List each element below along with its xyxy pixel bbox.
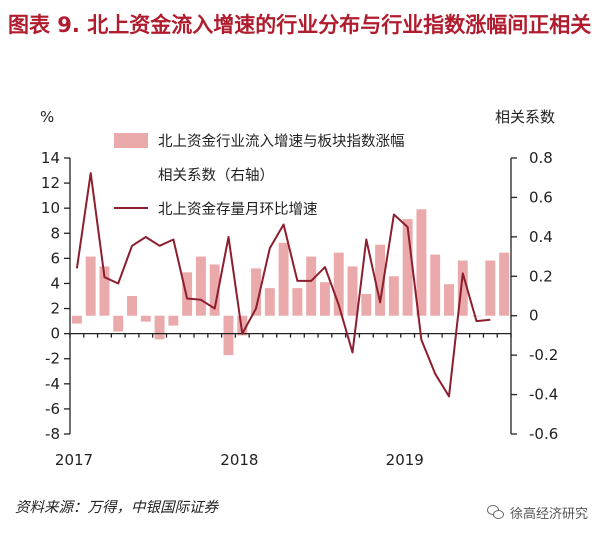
- bar: [127, 296, 137, 316]
- bar: [457, 260, 468, 316]
- bar: [99, 266, 110, 316]
- left-tick-label: -6: [45, 400, 60, 418]
- right-tick-label: -0.2: [529, 346, 558, 364]
- left-tick-label: 6: [50, 249, 60, 267]
- bar: [223, 315, 234, 356]
- bar: [140, 315, 151, 322]
- legend-bar-label-2: 相关系数（右轴）: [158, 167, 274, 184]
- bar: [485, 260, 496, 316]
- tick-labels-group: 14 12 10 8 6 4 2 0 -2 -4 -6 -8 0.8 0.6 0.4 0.2 0 -0.2 -0.4…: [40, 108, 558, 469]
- legend-bar-swatch: [114, 133, 148, 148]
- bar: [85, 256, 96, 316]
- watermark-text: 徐高经济研究: [509, 507, 588, 522]
- axes-group: [64, 157, 517, 435]
- legend-bar-label-1: 北上资金行业流入增速与板块指数涨幅: [158, 132, 405, 150]
- line-series: [75, 172, 491, 398]
- right-tick-label: 0.8: [529, 149, 553, 167]
- bar: [444, 284, 454, 316]
- x-tick-label: 2019: [386, 451, 424, 469]
- bar: [182, 272, 193, 316]
- bar: [71, 315, 82, 324]
- x-tick-label: 2018: [220, 451, 258, 469]
- bar: [416, 209, 427, 316]
- x-tick-label: 2017: [55, 451, 93, 469]
- right-tick-label: 0.6: [529, 188, 553, 206]
- right-tick-label: 0: [529, 307, 539, 325]
- left-tick-label: 12: [41, 174, 60, 192]
- bar: [251, 268, 262, 316]
- bar: [430, 254, 441, 316]
- bar: [113, 315, 124, 332]
- left-tick-label: 14: [41, 149, 60, 167]
- right-tick-label: 0.4: [529, 228, 553, 246]
- bar: [471, 315, 482, 317]
- bar: [319, 282, 330, 316]
- chart-title: 图表 9. 北上资金流入增速的行业分布与行业指数涨幅间正相关: [8, 13, 592, 37]
- bar: [333, 252, 344, 316]
- bar: [237, 315, 248, 336]
- bar: [499, 252, 510, 316]
- right-tick-label: 0.2: [529, 267, 553, 285]
- bar: [209, 264, 220, 316]
- right-tick-label: -0.6: [529, 425, 558, 443]
- bar: [168, 315, 179, 326]
- bar: [361, 294, 372, 316]
- legend-line-label: 北上资金存量月环比增速: [158, 201, 318, 218]
- left-axis-unit: %: [40, 108, 54, 126]
- watermark: 徐高经济研究: [486, 503, 588, 522]
- source-note: 资料来源：万得，中银国际证券: [15, 500, 218, 516]
- left-tick-label: -8: [45, 425, 60, 443]
- bar: [264, 288, 275, 316]
- bar: [292, 288, 303, 316]
- right-axis-label: 相关系数: [495, 108, 555, 126]
- bar: [402, 219, 413, 316]
- bar: [388, 276, 399, 316]
- bar-series-group: [71, 209, 510, 356]
- right-tick-label: -0.4: [529, 386, 558, 404]
- bar: [278, 242, 289, 316]
- line-series-group: [75, 172, 491, 398]
- bar: [347, 266, 358, 316]
- bar: [154, 315, 165, 340]
- left-tick-label: -2: [45, 350, 60, 368]
- bar: [306, 256, 317, 316]
- bar: [195, 256, 206, 316]
- left-tick-label: 2: [50, 300, 60, 318]
- left-tick-label: 10: [41, 199, 60, 217]
- wechat-icon: [486, 505, 505, 520]
- left-tick-label: 8: [50, 224, 60, 242]
- left-tick-label: 0: [50, 325, 60, 343]
- left-tick-label: -4: [45, 375, 60, 393]
- left-tick-label: 4: [50, 274, 60, 292]
- bar: [375, 244, 386, 316]
